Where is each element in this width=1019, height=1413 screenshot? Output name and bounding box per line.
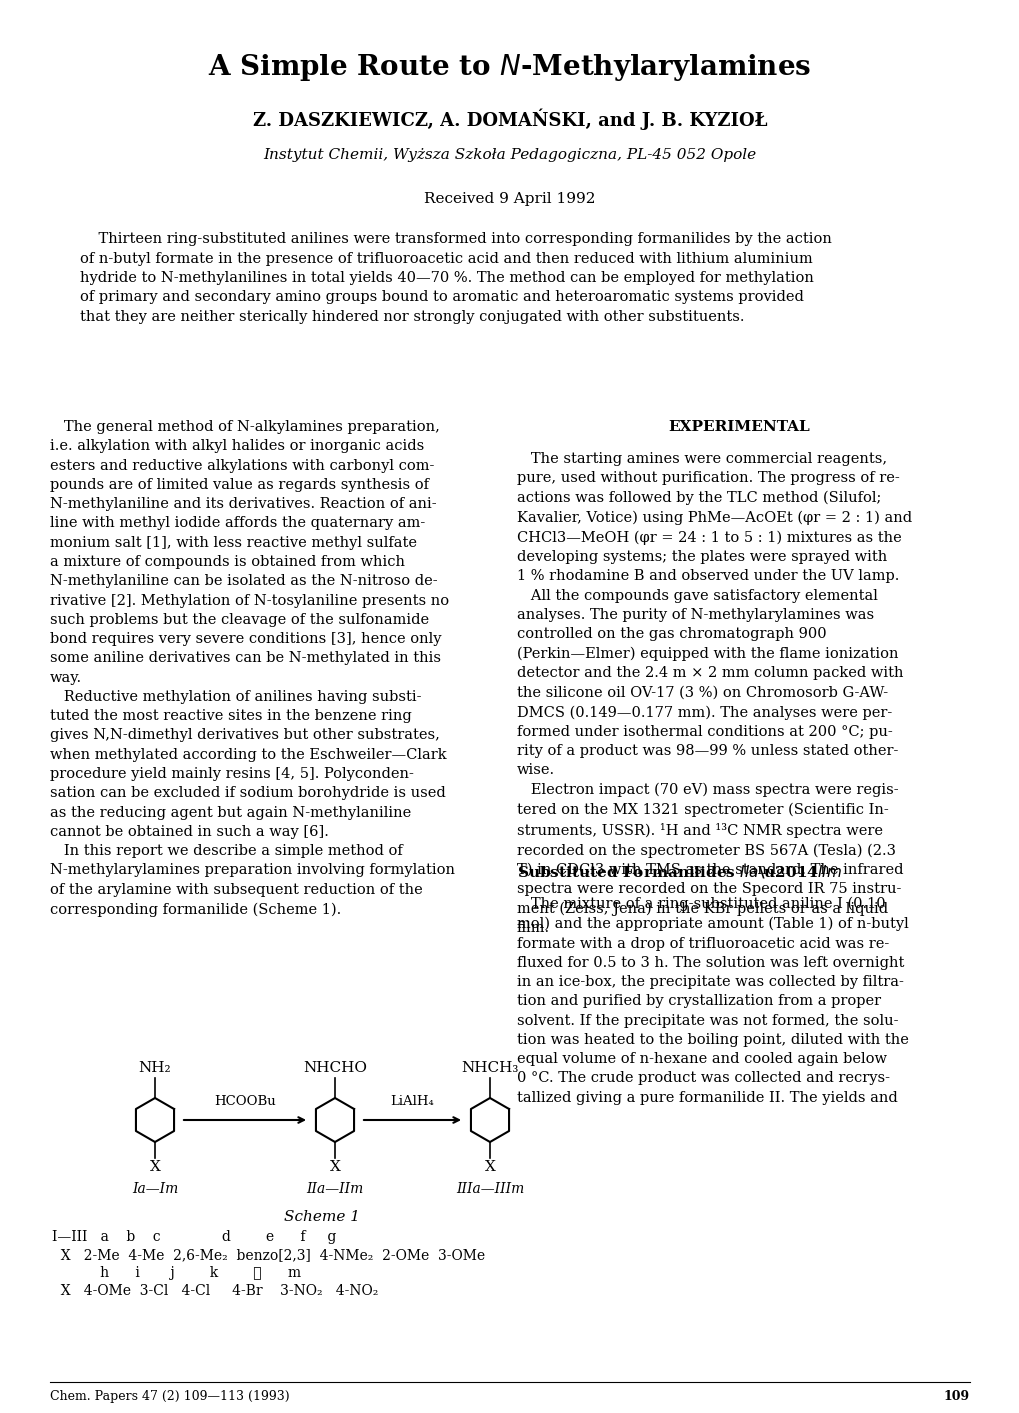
Text: X   2-Me  4-Me  2,6-Me₂  benzo[2,3]  4-NMe₂  2-OMe  3-OMe: X 2-Me 4-Me 2,6-Me₂ benzo[2,3] 4-NMe₂ 2-… [52,1248,485,1262]
Text: HCOOBu: HCOOBu [214,1095,275,1108]
Text: Z. DASZKIEWICZ, A. DOMAŃSKI, and J. B. KYZIOŁ: Z. DASZKIEWICZ, A. DOMAŃSKI, and J. B. K… [253,107,766,130]
Text: IIIa—IIIm: IIIa—IIIm [455,1183,524,1195]
Text: NHCH₃: NHCH₃ [461,1061,519,1075]
Text: Substituted Formanilides $\mathit{IIa}$\u2014$\mathit{IIm}$: Substituted Formanilides $\mathit{IIa}$\… [517,863,842,880]
Text: LiAlH₄: LiAlH₄ [390,1095,434,1108]
Text: X   4-OMe  3-Cl   4-Cl     4-Br    3-NO₂   4-NO₂: X 4-OMe 3-Cl 4-Cl 4-Br 3-NO₂ 4-NO₂ [52,1284,378,1299]
Text: The general method of N-alkylamines preparation,
i.e. alkylation with alkyl hali: The general method of N-alkylamines prep… [50,420,454,917]
Text: EXPERIMENTAL: EXPERIMENTAL [667,420,809,434]
Text: NH₂: NH₂ [139,1061,171,1075]
Text: h      i       j        k        ℓ      m: h i j k ℓ m [52,1266,301,1280]
Text: Thirteen ring-substituted anilines were transformed into corresponding formanili: Thirteen ring-substituted anilines were … [79,232,832,324]
Text: The mixture of a ring-substituted aniline I (0.10
mol) and the appropriate amoun: The mixture of a ring-substituted anilin… [517,897,908,1105]
Text: 109: 109 [943,1390,969,1403]
Text: NHCHO: NHCHO [303,1061,367,1075]
Text: Chem. Papers 47 (2) 109—113 (1993): Chem. Papers 47 (2) 109—113 (1993) [50,1390,289,1403]
Text: A Simple Route to $\mathit{N}$-Methylarylamines: A Simple Route to $\mathit{N}$-Methylary… [208,52,811,83]
Text: IIa—IIm: IIa—IIm [306,1183,363,1195]
Text: Received 9 April 1992: Received 9 April 1992 [424,192,595,206]
Text: I—III   a    b    c              d        e      f     g: I—III a b c d e f g [52,1229,336,1243]
Text: Ia—Im: Ia—Im [131,1183,178,1195]
Text: X: X [150,1160,160,1174]
Text: Instytut Chemii, Wyższa Szkoła Pedagogiczna, PL-45 052 Opole: Instytut Chemii, Wyższa Szkoła Pedagogic… [263,148,756,162]
Text: Scheme 1: Scheme 1 [284,1210,360,1224]
Text: X: X [484,1160,495,1174]
Text: X: X [329,1160,340,1174]
Text: The starting amines were commercial reagents,
pure, used without purification. T: The starting amines were commercial reag… [517,452,911,935]
